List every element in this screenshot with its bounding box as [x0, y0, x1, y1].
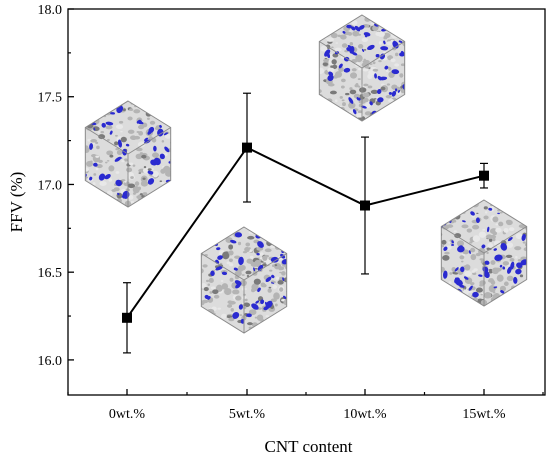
x-tick-label: 5wt.% — [229, 407, 266, 422]
y-axis: 16.0 16.5 17.0 17.5 18.0 — [38, 3, 74, 369]
plot-frame — [67, 8, 546, 396]
y-tick-label: 16.0 — [38, 354, 63, 369]
x-tick-label: 15wt.% — [462, 407, 506, 422]
data-point — [360, 200, 370, 211]
inset-cube — [318, 14, 406, 122]
series-line — [126, 146, 485, 319]
inset-cube — [84, 100, 172, 208]
x-tick-label: 0wt.% — [109, 407, 146, 422]
data-point — [479, 170, 489, 181]
y-tick-label: 17.0 — [38, 178, 63, 193]
data-points — [122, 142, 489, 323]
error-bars — [123, 92, 488, 354]
data-point — [242, 142, 252, 153]
inset-cube — [200, 226, 288, 334]
x-axis-title: CNT content — [265, 437, 353, 456]
x-tick-label: 10wt.% — [343, 407, 387, 422]
y-axis-title: FFV (%) — [7, 172, 26, 233]
y-tick-label: 18.0 — [38, 3, 63, 18]
x-axis: 0wt.% 5wt.% 10wt.% 15wt.% — [67, 389, 544, 422]
inset-cube — [440, 199, 528, 307]
y-tick-label: 17.5 — [38, 91, 63, 106]
y-tick-label: 16.5 — [38, 266, 63, 281]
data-point — [122, 312, 132, 323]
